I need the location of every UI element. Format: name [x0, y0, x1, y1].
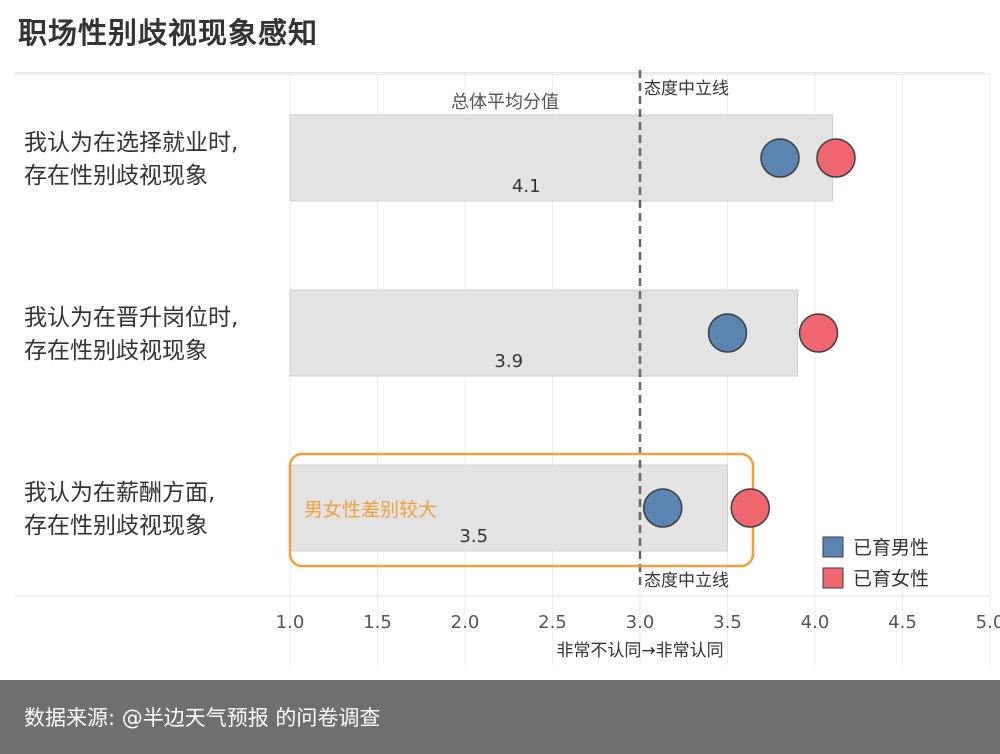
legend-swatch	[822, 536, 844, 558]
x-tick-label: 2.5	[538, 612, 567, 633]
legend-swatch	[822, 567, 844, 589]
data-point	[816, 138, 856, 178]
legend-label: 已育女性	[853, 568, 929, 590]
chart-title: 职场性别歧视现象感知	[18, 16, 319, 50]
legend-label: 已育男性	[853, 537, 929, 559]
chart-canvas: 4.13.93.5总体平均分值态度中立线态度中立线男女性差别较大我认为在选择就业…	[15, 70, 1000, 665]
reference-line-label-top: 态度中立线	[644, 79, 729, 99]
x-tick-label: 1.5	[363, 612, 392, 633]
bar-value-label: 4.1	[512, 176, 541, 197]
category-label: 存在性别歧视现象	[24, 513, 208, 539]
category-label: 我认为在晋升岗位时,	[24, 305, 238, 331]
x-tick-label: 3.0	[626, 612, 655, 633]
category-label: 我认为在选择就业时,	[24, 130, 238, 156]
plot-frame	[15, 72, 985, 669]
bar-value-label: 3.9	[494, 351, 523, 372]
category-label: 我认为在薪酬方面,	[24, 480, 215, 506]
highlight-annotation: 男女性差别较大	[304, 499, 437, 521]
data-point	[643, 488, 683, 528]
category-label: 存在性别歧视现象	[24, 338, 208, 364]
overall-average-label: 总体平均分值	[451, 92, 559, 113]
x-tick-label: 2.0	[451, 612, 480, 633]
category-label: 存在性别歧视现象	[24, 163, 208, 189]
data-source-note: 数据来源: @半边天气预报 的问卷调查	[24, 706, 381, 730]
data-point	[707, 313, 748, 353]
data-point	[730, 488, 770, 528]
reference-line-label-bottom: 态度中立线	[644, 571, 729, 591]
x-axis-title: 非常不认同→非常认同	[556, 641, 723, 661]
x-tick-label: 4.5	[888, 612, 917, 633]
x-tick-label: 3.5	[713, 612, 742, 633]
x-tick-label: 5.0	[976, 612, 1000, 633]
overall-average-bar	[289, 114, 833, 202]
x-tick-label: 1.0	[276, 612, 305, 633]
data-point	[760, 138, 800, 178]
footer-bar: 数据来源: @半边天气预报 的问卷调查	[0, 680, 1000, 754]
bar-value-label: 3.5	[459, 526, 488, 547]
x-tick-label: 4.0	[801, 612, 830, 633]
data-point	[798, 313, 839, 353]
